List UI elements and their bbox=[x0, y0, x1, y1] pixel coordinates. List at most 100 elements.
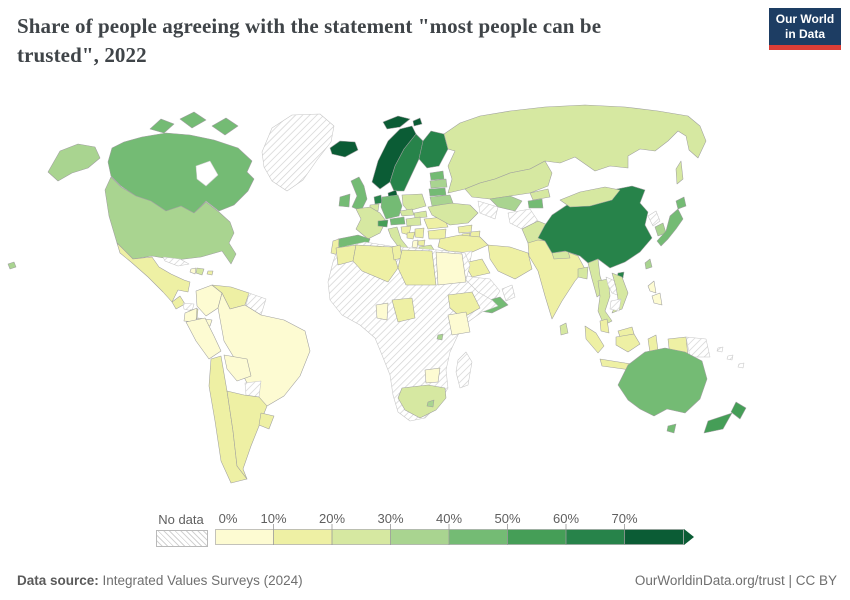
country-ukraine[interactable] bbox=[427, 202, 479, 226]
country-sri-lanka[interactable] bbox=[559, 322, 569, 336]
country-lithuania[interactable] bbox=[428, 187, 447, 197]
country-germany[interactable] bbox=[380, 194, 403, 220]
country-madagascar[interactable] bbox=[455, 351, 473, 389]
country-australia[interactable] bbox=[666, 423, 677, 434]
country-ethiopia[interactable] bbox=[447, 291, 481, 319]
country-malaysia[interactable] bbox=[599, 318, 610, 334]
country-albania[interactable] bbox=[411, 239, 419, 249]
country-belarus[interactable] bbox=[429, 194, 454, 207]
scale-segment[interactable] bbox=[332, 529, 391, 545]
country-finland[interactable] bbox=[418, 130, 449, 169]
country-argentina[interactable] bbox=[226, 390, 268, 480]
scale-segment[interactable] bbox=[215, 529, 274, 545]
owid-logo[interactable]: Our World in Data bbox=[769, 8, 841, 50]
country-solomon-islands[interactable] bbox=[726, 354, 734, 361]
country-philippines[interactable] bbox=[651, 292, 663, 306]
country-bosnia[interactable] bbox=[406, 231, 416, 240]
country-vietnam[interactable] bbox=[611, 272, 629, 314]
country-slovakia[interactable] bbox=[413, 210, 428, 219]
country-turkmenistan[interactable] bbox=[477, 200, 499, 220]
country-georgia[interactable] bbox=[457, 224, 473, 234]
country-czechia[interactable] bbox=[399, 208, 415, 217]
country-philippines[interactable] bbox=[647, 280, 657, 294]
scale-segment[interactable] bbox=[507, 529, 567, 545]
country-bolivia[interactable] bbox=[223, 354, 252, 382]
country-cuba[interactable] bbox=[162, 256, 190, 267]
country-russia[interactable] bbox=[443, 104, 707, 194]
country-poland[interactable] bbox=[401, 193, 427, 212]
country-nepal[interactable] bbox=[551, 250, 571, 260]
country-ghana[interactable] bbox=[375, 302, 389, 321]
country-indonesia[interactable] bbox=[615, 333, 641, 353]
country-iran[interactable] bbox=[487, 244, 533, 280]
country-new-zealand[interactable] bbox=[730, 401, 747, 420]
scale-segment[interactable] bbox=[390, 529, 450, 545]
country-australia[interactable] bbox=[617, 347, 708, 417]
country-brazil[interactable] bbox=[217, 292, 311, 407]
country-canada[interactable] bbox=[149, 118, 175, 134]
country-austria[interactable] bbox=[389, 216, 406, 226]
country-kenya[interactable] bbox=[447, 311, 471, 336]
country-ireland[interactable] bbox=[338, 193, 351, 208]
country-lesotho[interactable] bbox=[426, 399, 435, 408]
country-usa-alaska[interactable] bbox=[47, 143, 101, 182]
scale-segment-arrow[interactable] bbox=[624, 529, 695, 545]
country-serbia[interactable] bbox=[414, 227, 425, 239]
scale-segment[interactable] bbox=[566, 529, 625, 545]
country-north-korea[interactable] bbox=[647, 210, 661, 227]
country-japan[interactable] bbox=[656, 208, 684, 247]
country-north-macedonia[interactable] bbox=[417, 239, 426, 247]
country-norway-svalbard[interactable] bbox=[412, 117, 423, 127]
country-estonia[interactable] bbox=[429, 170, 445, 181]
country-hungary[interactable] bbox=[405, 216, 422, 227]
country-switzerland[interactable] bbox=[377, 219, 389, 228]
country-bangladesh[interactable] bbox=[577, 266, 589, 280]
country-greenland[interactable] bbox=[261, 113, 335, 192]
country-paraguay[interactable] bbox=[244, 380, 262, 398]
country-taiwan[interactable] bbox=[644, 258, 653, 270]
country-mongolia[interactable] bbox=[559, 186, 621, 208]
country-latvia[interactable] bbox=[429, 178, 448, 189]
country-solomon-islands[interactable] bbox=[716, 346, 724, 353]
country-norway-svalbard[interactable] bbox=[382, 115, 411, 130]
country-canada[interactable] bbox=[211, 117, 239, 136]
country-united-kingdom[interactable] bbox=[350, 176, 368, 212]
country-south-africa[interactable] bbox=[397, 384, 447, 419]
country-cambodia[interactable] bbox=[609, 298, 622, 312]
scale-segment[interactable] bbox=[449, 529, 508, 545]
country-japan[interactable] bbox=[675, 196, 687, 210]
country-usa-hawaii[interactable] bbox=[7, 261, 17, 270]
country-papua-new-guinea[interactable] bbox=[685, 336, 711, 358]
country-canada[interactable] bbox=[179, 111, 207, 129]
country-egypt[interactable] bbox=[435, 251, 467, 286]
country-new-zealand[interactable] bbox=[703, 412, 733, 434]
country-libya[interactable] bbox=[397, 249, 437, 286]
region-africa-no-data[interactable] bbox=[327, 241, 499, 422]
country-uruguay[interactable] bbox=[258, 412, 275, 430]
country-zimbabwe[interactable] bbox=[424, 367, 441, 384]
country-netherlands[interactable] bbox=[373, 194, 383, 205]
country-indonesia[interactable] bbox=[584, 325, 605, 354]
country-iceland[interactable] bbox=[329, 140, 359, 158]
country-rwanda[interactable] bbox=[436, 333, 444, 341]
country-kyrgyzstan[interactable] bbox=[529, 188, 551, 201]
country-nigeria[interactable] bbox=[391, 297, 416, 323]
country-haiti[interactable] bbox=[189, 267, 197, 275]
country-russia[interactable] bbox=[675, 160, 684, 185]
country-oman[interactable] bbox=[501, 284, 516, 302]
country-usa[interactable] bbox=[104, 176, 237, 265]
country-uzbekistan[interactable] bbox=[489, 195, 523, 212]
country-puerto-rico[interactable] bbox=[206, 270, 214, 276]
country-solomon-islands[interactable] bbox=[737, 362, 745, 369]
country-bulgaria[interactable] bbox=[427, 228, 447, 240]
no-data-swatch[interactable] bbox=[156, 530, 208, 547]
country-dominican-republic[interactable] bbox=[195, 267, 205, 276]
country-turkey[interactable] bbox=[437, 234, 489, 254]
owid-url-link[interactable]: OurWorldinData.org/trust | CC BY bbox=[634, 573, 837, 588]
scale-segment[interactable] bbox=[273, 529, 333, 545]
country-mexico[interactable] bbox=[116, 242, 191, 303]
country-tajikistan[interactable] bbox=[527, 198, 544, 209]
country-france[interactable] bbox=[355, 206, 387, 240]
country-iraq[interactable] bbox=[463, 258, 491, 278]
country-peru[interactable] bbox=[185, 317, 222, 360]
